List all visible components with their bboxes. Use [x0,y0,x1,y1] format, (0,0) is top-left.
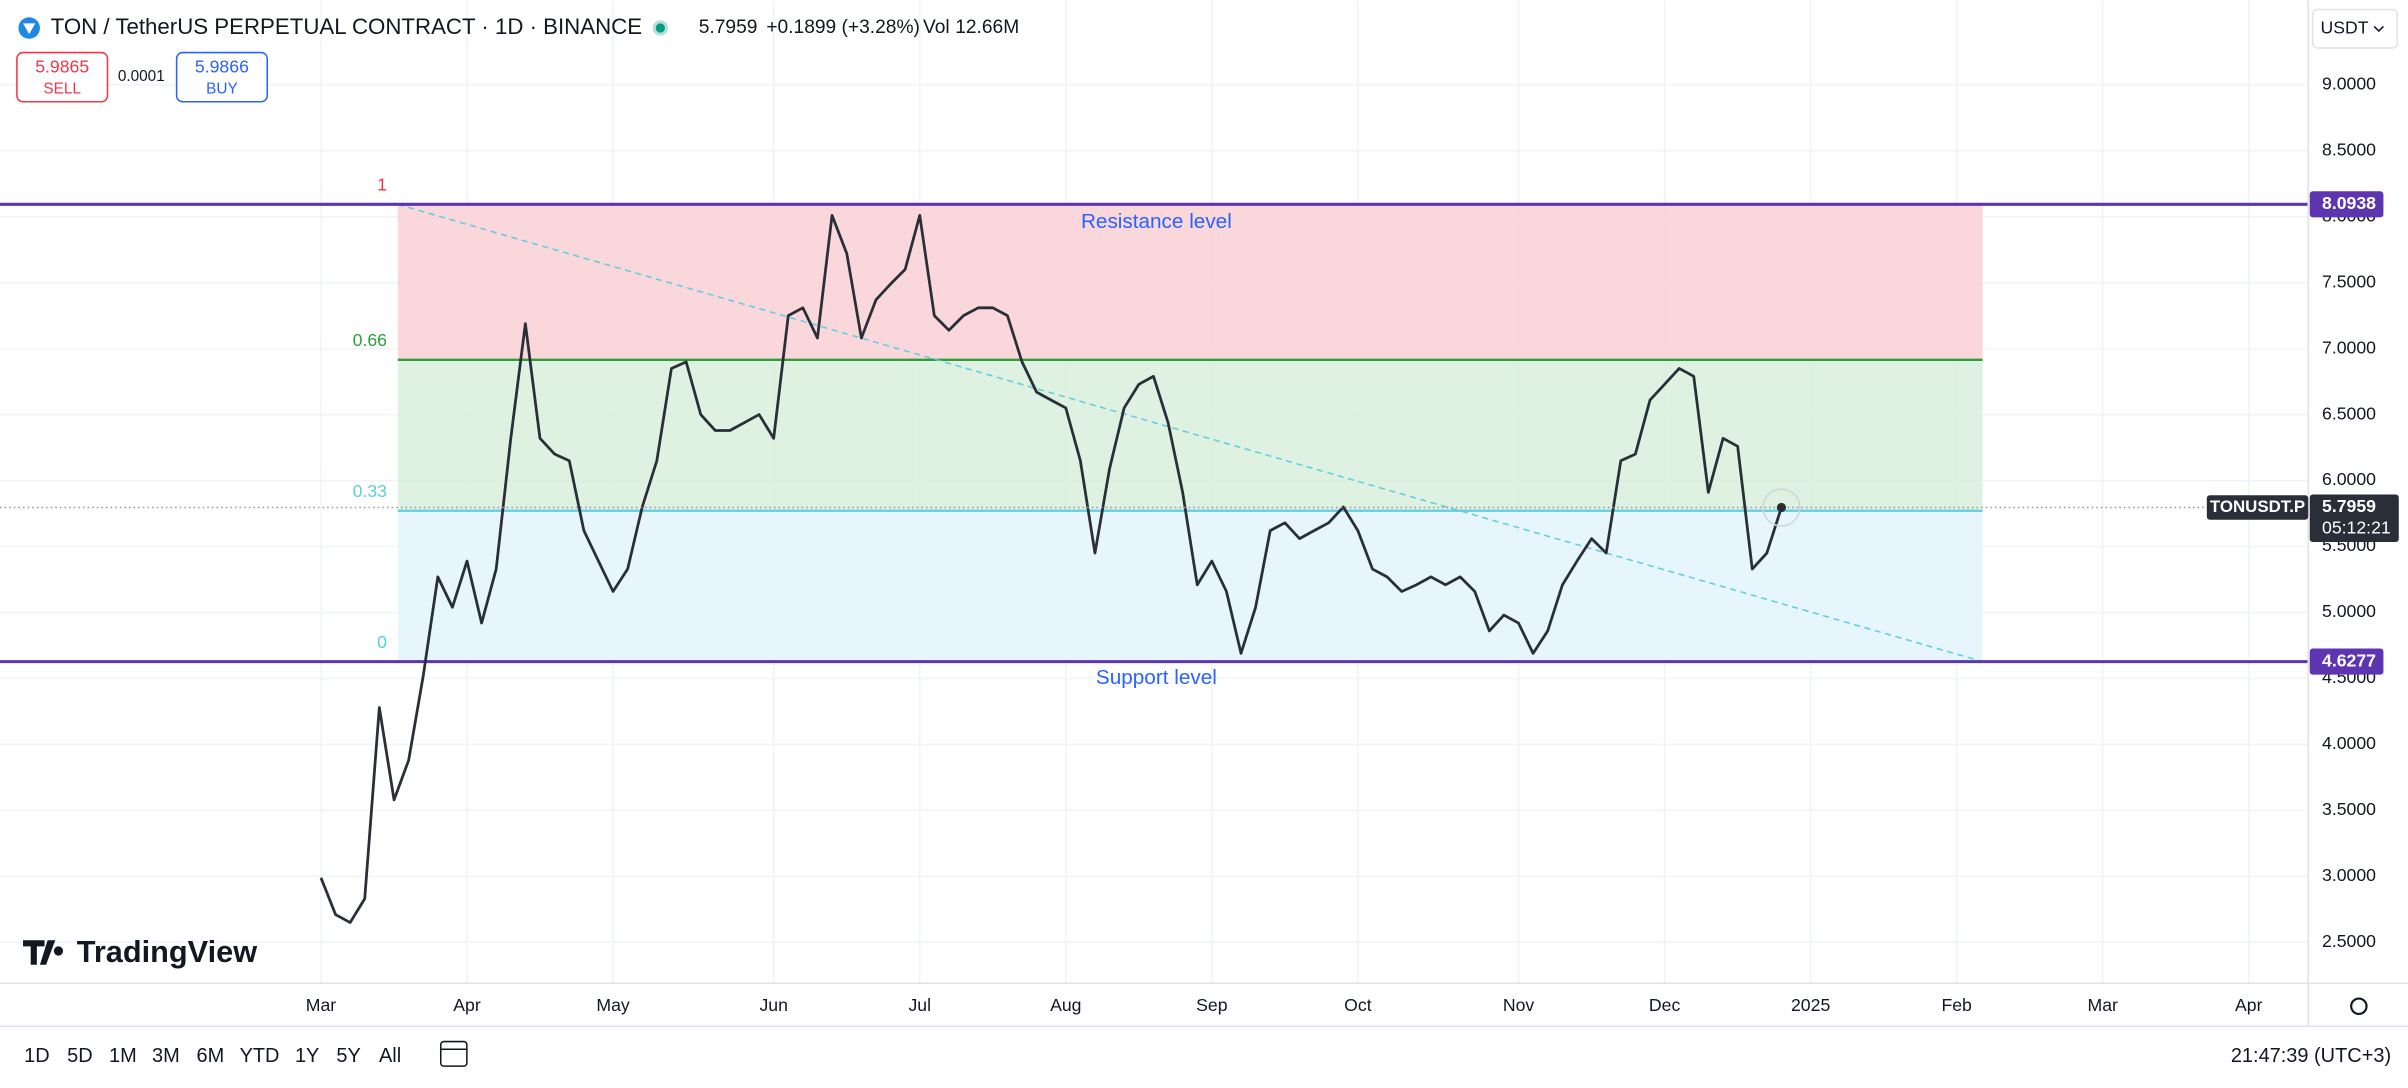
fib-label: 1 [377,175,387,195]
fib-label: 0.33 [353,481,388,501]
range-button[interactable]: All [379,1045,401,1067]
plot: 1 0.66 0.33 0 Resistance level Support level [0,0,2309,984]
x-tick-label: Mar [306,995,337,1015]
resistance-annotation: Resistance level [1081,210,1232,233]
range-button[interactable]: 3M [152,1045,180,1067]
x-tick-label: 2025 [1791,995,1830,1015]
range-button[interactable]: 1Y [295,1045,319,1067]
range-button[interactable]: 1M [109,1045,137,1067]
y-tick-label: 7.0000 [2322,337,2376,357]
support-tag [2309,648,2384,675]
fib-label: 0.66 [353,330,388,350]
sell-button[interactable] [16,51,109,103]
support-tag-label: 4.6277 [2322,650,2376,670]
buy-button[interactable] [175,51,268,103]
toolbar: 1D 5D 1M 3M 6M YTD 1Y 5Y All [24,1045,401,1067]
y-tick-label: 5.0000 [2322,601,2376,621]
logo: TradingView [77,934,257,969]
symbol-tag [2206,495,2309,520]
last-price: 5.7959 [699,17,758,38]
y-tick-label: 6.5000 [2322,403,2376,423]
fib-zone [397,359,1983,511]
x-tick-label: Apr [2235,995,2263,1015]
x-tick-label: Mar [2088,995,2119,1015]
price-change: +0.1899 (+3.28%) [766,17,920,38]
symbol-icon [23,23,36,35]
clock: 21:47:39 (UTC+3) [2231,1045,2391,1067]
y-tick-label: 2.5000 [2322,931,2376,951]
range-button[interactable]: YTD [240,1045,280,1067]
y-tick-label: 6.0000 [2322,469,2376,489]
chevron [2373,25,2384,33]
y-tick-label: 9.0000 [2322,73,2376,93]
volume: 12.66M [955,17,1019,38]
sell-price: 5.9865 [35,57,89,77]
currency-select[interactable] [2312,8,2399,49]
resistance-tag [2309,191,2384,218]
price-line [319,213,1783,924]
last-point [1776,502,1787,513]
symbol-title[interactable]: TON / TetherUS PERPETUAL CONTRACT · 1D ·… [51,14,642,39]
settings-icon[interactable] [2350,997,2368,1016]
spread: 0.0001 [118,68,165,85]
y-tick-label: 4.0000 [2322,733,2376,753]
price-tag [2309,494,2399,543]
x-tick-label: Apr [453,995,481,1015]
x-tick-label: Feb [1941,995,1972,1015]
fib-label: 0 [377,632,387,652]
range-button[interactable]: 5D [67,1045,93,1067]
volume-label: Vol [923,17,950,38]
y-tick-label: 7.5000 [2322,271,2376,291]
goto-date-icon[interactable] [439,1040,468,1067]
buy-price: 5.9866 [195,57,249,77]
status-dot [655,23,665,33]
sell-label: SELL [43,80,81,97]
x-tick-label: Oct [1344,995,1372,1015]
support-annotation: Support level [1096,666,1217,689]
currency: USDT [2320,17,2368,37]
range-button[interactable]: 6M [197,1045,225,1067]
x-tick-label: Dec [1649,995,1681,1015]
x-tick-label: Aug [1050,995,1081,1015]
buy-label: BUY [206,80,238,97]
x-tick-label: Nov [1503,995,1535,1015]
resistance-tag-label: 8.0938 [2322,193,2376,213]
y-tick-label: 8.5000 [2322,139,2376,159]
fib-zone [397,204,1983,360]
price-tag-value: 5.7959 [2322,496,2376,516]
x-tick-label: May [596,995,630,1015]
price-tag-countdown: 05:12:21 [2322,518,2391,538]
x-tick-label: Jun [759,995,787,1015]
symbol-tag-label: TONUSDT.P [2210,497,2305,516]
logo-icon [23,940,64,965]
last-point-halo [1762,488,1801,527]
x-tick-label: Jul [908,995,931,1015]
y-tick-label: 3.0000 [2322,865,2376,885]
range-button[interactable]: 1D [24,1045,50,1067]
y-tick-label: 3.5000 [2322,799,2376,819]
range-button[interactable]: 5Y [336,1045,360,1067]
x-tick-label: Sep [1196,995,1228,1015]
